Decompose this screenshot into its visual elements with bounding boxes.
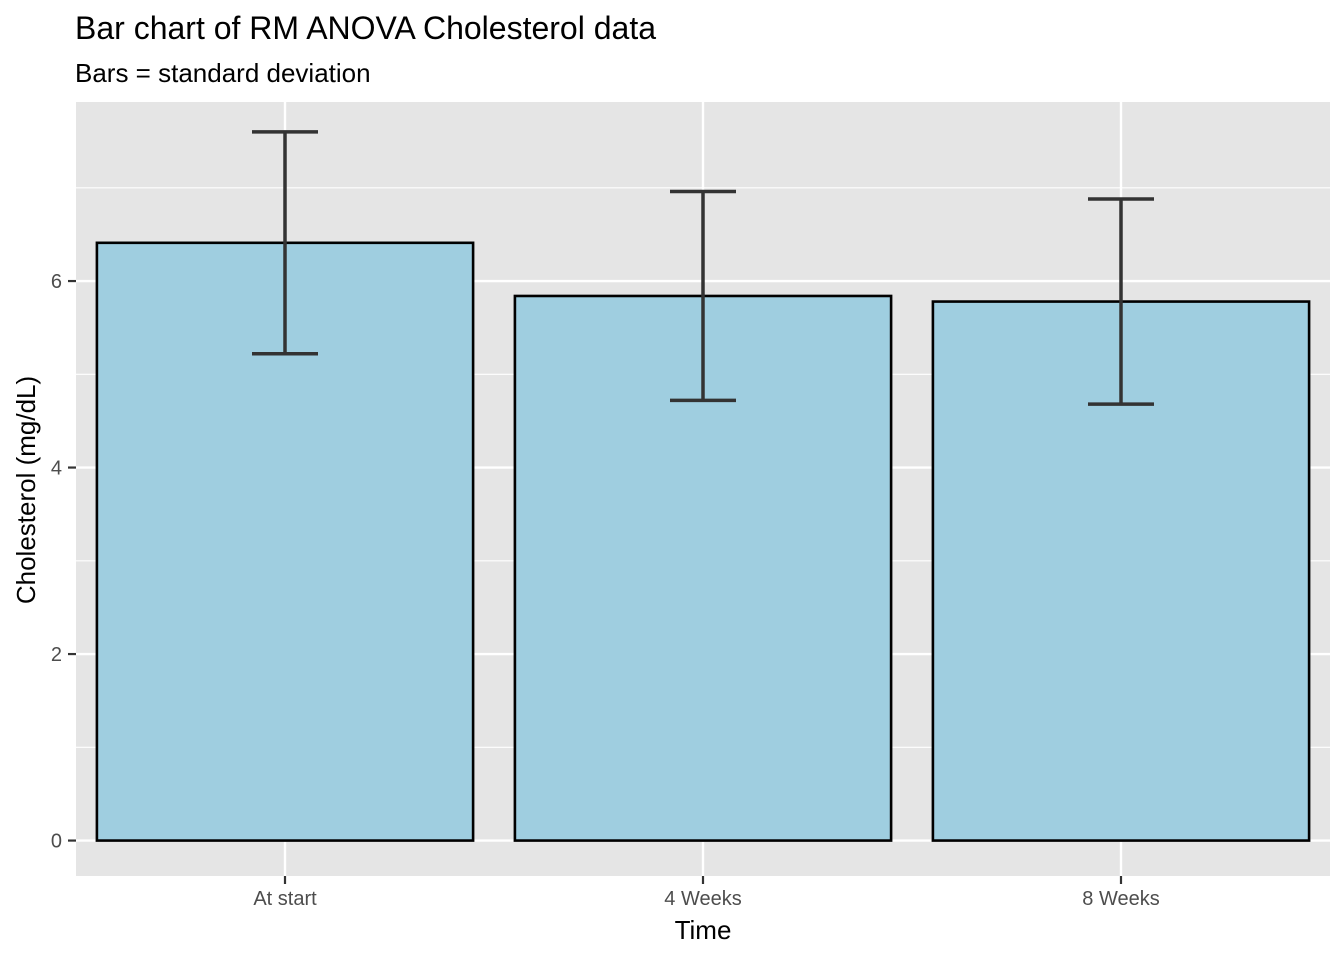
y-tick-label: 6 — [51, 271, 62, 293]
x-tick-label: 4 Weeks — [664, 888, 741, 910]
y-tick-label: 2 — [51, 644, 62, 666]
x-tick-label: At start — [253, 888, 317, 910]
y-tick-label: 4 — [51, 458, 62, 480]
x-tick-label: 8 Weeks — [1082, 888, 1159, 910]
error-bars — [252, 130, 1154, 406]
y-tick-label: 0 — [51, 831, 62, 853]
chart-title: Bar chart of RM ANOVA Cholesterol data — [75, 10, 656, 46]
x-axis: At start 4 Weeks 8 Weeks — [253, 876, 1160, 910]
error-bar — [670, 189, 736, 403]
error-bar — [1088, 197, 1154, 406]
error-bar — [252, 130, 318, 356]
y-axis-title: Cholesterol (mg/dL) — [11, 376, 41, 604]
x-axis-title: Time — [675, 915, 732, 945]
chart-subtitle: Bars = standard deviation — [75, 58, 371, 88]
y-axis: 0 2 4 6 — [51, 271, 76, 853]
bars — [95, 241, 1311, 842]
